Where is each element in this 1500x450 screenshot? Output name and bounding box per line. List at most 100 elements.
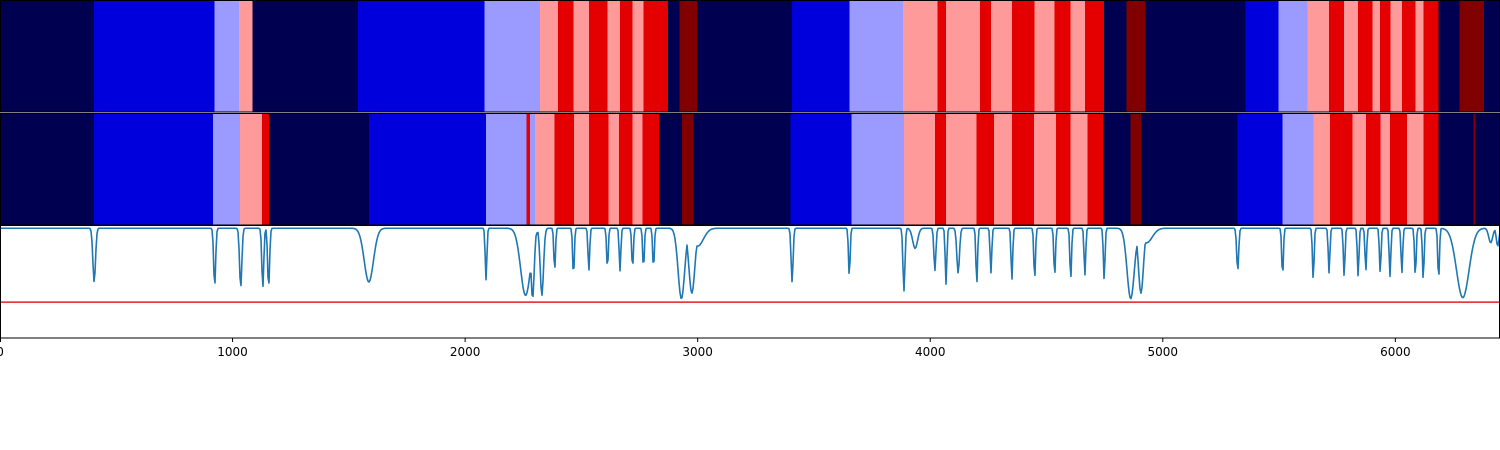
heatmap-cell — [979, 1, 991, 112]
heatmap-cell — [632, 114, 643, 225]
heatmap-cell — [573, 1, 589, 112]
heatmap-cell — [1475, 114, 1500, 225]
heatmap-cell — [937, 1, 947, 112]
x-axis: 0 1000 2000 3000 4000 5000 6000 — [0, 338, 1411, 359]
heatmap-cell — [1140, 114, 1238, 225]
heatmap-cell — [368, 114, 487, 225]
heatmap-cell — [238, 1, 253, 112]
heatmap-cell — [1390, 1, 1402, 112]
heatmap-cell — [1245, 1, 1279, 112]
signal-line — [0, 227, 1500, 300]
heatmap-cell — [554, 114, 575, 225]
heatmap-cell — [1237, 114, 1283, 225]
heatmap-cell — [994, 114, 1013, 225]
heatmap-row-1 — [0, 1, 1500, 112]
heatmap-cell — [213, 114, 240, 225]
heatmap-cell — [526, 114, 530, 225]
heatmap-cell — [1406, 114, 1424, 225]
heatmap-cell — [642, 114, 660, 225]
x-tick-label: 2000 — [450, 345, 481, 359]
heatmap-cell — [1145, 1, 1246, 112]
heatmap-cell — [1328, 1, 1345, 112]
heatmap-cell — [1126, 1, 1146, 112]
heatmap-cell — [976, 114, 995, 225]
heatmap-cell — [1087, 114, 1104, 225]
heatmap-cell — [1423, 1, 1439, 112]
heatmap-cell — [1034, 1, 1055, 112]
x-tick-label: 4000 — [915, 345, 946, 359]
heatmap-cell — [632, 1, 644, 112]
heatmap-cell — [240, 114, 262, 225]
heatmap-cell — [1054, 1, 1071, 112]
heatmap-cell — [653, 1, 668, 112]
heatmap-cell — [534, 114, 540, 225]
heatmap-cell — [1330, 114, 1353, 225]
heatmap-cell — [1438, 1, 1460, 112]
heatmap-cell — [484, 1, 540, 112]
heatmap-cell — [679, 1, 697, 112]
heatmap-cell — [94, 1, 215, 112]
heatmap-cell — [1459, 1, 1484, 112]
heatmap-cell — [849, 1, 904, 112]
heatmap-cell — [1103, 114, 1131, 225]
heatmap-cell — [1423, 114, 1439, 225]
heatmap-cell — [696, 1, 793, 112]
heatmap-cell — [1011, 1, 1035, 112]
heatmap-cell — [607, 1, 620, 112]
signal-panel — [0, 226, 1500, 338]
heatmap-cell — [1358, 1, 1373, 112]
heatmap-cell — [643, 1, 654, 112]
heatmap-cell — [214, 1, 239, 112]
heatmap-cell — [252, 1, 358, 112]
heatmap-cell — [1012, 114, 1034, 225]
heatmap-cell — [620, 1, 633, 112]
heatmap-cell — [667, 1, 680, 112]
heatmap-cell — [903, 114, 935, 225]
heatmap-cell — [851, 114, 904, 225]
heatmap-cell — [1372, 1, 1381, 112]
heatmap-row-2 — [0, 114, 1500, 225]
heatmap-cell — [557, 1, 574, 112]
heatmap-cell — [619, 114, 633, 225]
heatmap-cell — [1352, 114, 1366, 225]
heatmap-cell — [0, 114, 95, 225]
heatmap-cell — [1365, 114, 1381, 225]
x-tick-label: 6000 — [1380, 345, 1411, 359]
heatmap-cell — [1070, 1, 1085, 112]
heatmap-cell — [94, 114, 214, 225]
heatmap-cell — [693, 114, 791, 225]
heatmap-cell — [588, 1, 608, 112]
heatmap-cell — [1084, 1, 1105, 112]
heatmap-cell — [1344, 1, 1359, 112]
heatmap-cell — [608, 114, 620, 225]
heatmap-cell — [486, 114, 527, 225]
heatmap-cell — [530, 114, 535, 225]
heatmap-cell — [1104, 1, 1127, 112]
heatmap-cell — [934, 114, 947, 225]
heatmap-cell — [1055, 114, 1071, 225]
x-tick-label: 1000 — [217, 345, 248, 359]
heatmap-cell — [792, 1, 850, 112]
heatmap-cell — [790, 114, 852, 225]
x-tick-label: 0 — [0, 345, 4, 359]
heatmap-cell — [540, 1, 558, 112]
heatmap-cell — [1380, 1, 1391, 112]
heatmap-cell — [261, 114, 270, 225]
heatmap-cell — [1438, 114, 1474, 225]
heatmap-cell — [1282, 114, 1314, 225]
heatmap-cell — [1307, 1, 1329, 112]
heatmap-cell — [1033, 114, 1056, 225]
heatmap-cell — [588, 114, 609, 225]
heatmap-cell — [1313, 114, 1331, 225]
heatmap-cell — [1278, 1, 1308, 112]
heatmap-cell — [681, 114, 694, 225]
heatmap-cell — [903, 1, 938, 112]
heatmap-cell — [990, 1, 1012, 112]
heatmap-cell — [1401, 1, 1416, 112]
heatmap-cell — [1473, 114, 1476, 225]
heatmap-cell — [1483, 1, 1500, 112]
heatmap-cell — [946, 1, 980, 112]
heatmap-cell — [357, 1, 485, 112]
x-tick-label: 5000 — [1148, 345, 1179, 359]
heatmap-cell — [946, 114, 977, 225]
